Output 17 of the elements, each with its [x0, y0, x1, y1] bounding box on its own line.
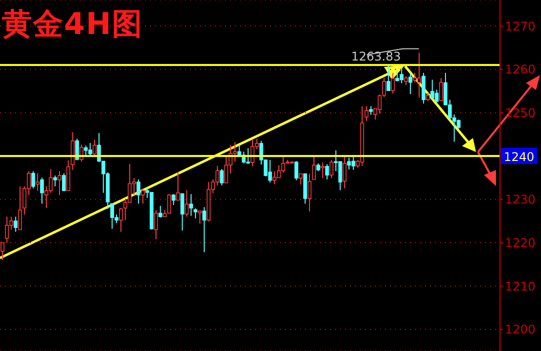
- candlestick: [308, 173, 312, 212]
- y-tick-label: 1220: [505, 236, 536, 250]
- chart-title: 黄金4H图: [2, 6, 143, 44]
- y-tick-label: 1200: [505, 322, 536, 337]
- candlestick: [189, 194, 193, 216]
- candlestick: [36, 172, 40, 192]
- y-tick-label: 1230: [505, 192, 536, 207]
- y-tick-label: 1270: [505, 19, 536, 34]
- y-tick-label: 1210: [505, 279, 536, 294]
- ref-line-label: 1240: [504, 150, 534, 164]
- y-tick-label: 1260: [505, 62, 536, 77]
- candlestick: [417, 52, 422, 98]
- candlestick: [4, 216, 9, 244]
- candlestick: [154, 210, 158, 240]
- candlestick: [58, 170, 62, 196]
- candlestick: [14, 216, 18, 232]
- annotation: 1263.83: [351, 50, 401, 64]
